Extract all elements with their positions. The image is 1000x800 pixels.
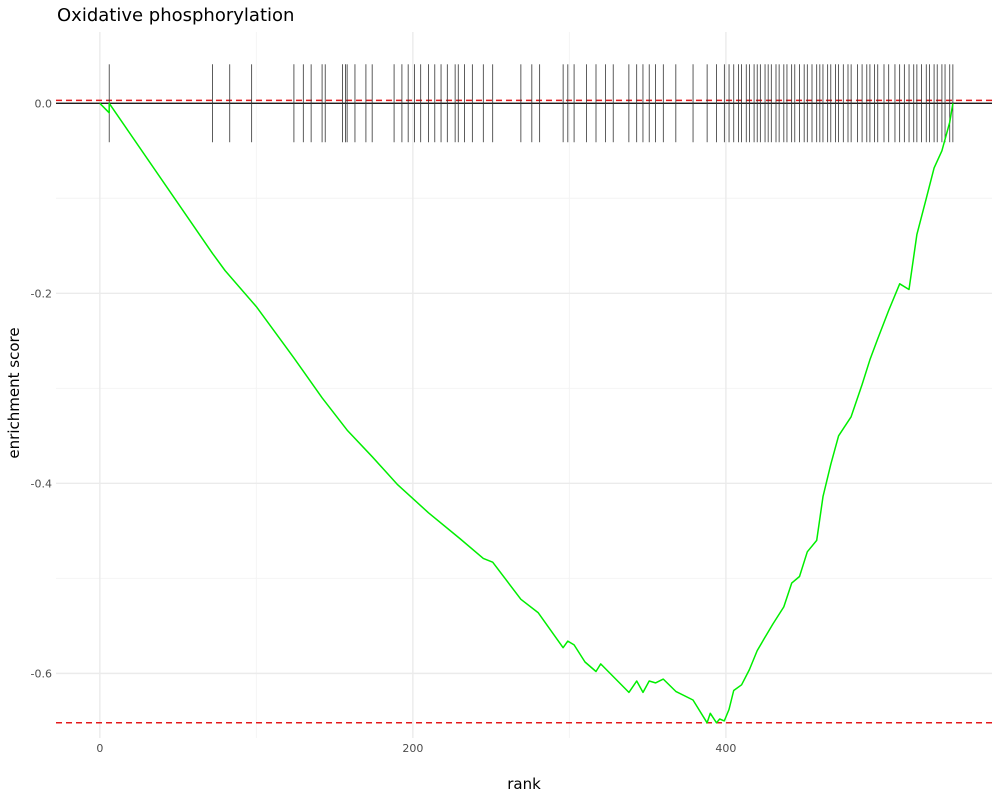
- es-curve-layer: [99, 102, 954, 724]
- enrichment-score-curve: [99, 102, 954, 724]
- reference-lines: [56, 99, 992, 724]
- x-tick-label: 400: [715, 742, 736, 755]
- hit-ticks: [108, 64, 954, 143]
- y-tick-label: 0.0: [35, 97, 53, 110]
- y-axis-title: enrichment score: [5, 327, 23, 458]
- y-tick-label: -0.4: [31, 477, 52, 490]
- y-axis-ticks: 0.0 -0.2 -0.4 -0.6: [31, 97, 52, 680]
- grid-layer: [56, 32, 992, 738]
- y-tick-label: -0.6: [31, 667, 52, 680]
- chart-title: Oxidative phosphorylation: [57, 5, 294, 26]
- x-tick-label: 200: [402, 742, 423, 755]
- y-tick-label: -0.2: [31, 287, 52, 300]
- x-tick-label: 0: [96, 742, 103, 755]
- x-axis-title: rank: [507, 775, 541, 793]
- x-axis-ticks: 0 200 400: [96, 742, 736, 755]
